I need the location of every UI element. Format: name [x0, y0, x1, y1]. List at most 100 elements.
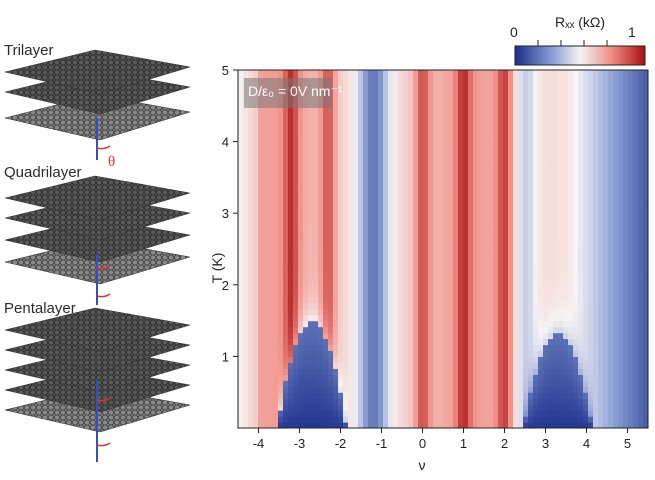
heatmap-cell [403, 314, 409, 322]
heatmap-cell [398, 422, 404, 428]
heatmap-cell [638, 207, 644, 214]
heatmap-cell [278, 249, 284, 256]
heatmap-cell [528, 416, 534, 423]
heatmap-cell [273, 129, 279, 137]
heatmap-cell [483, 344, 489, 352]
heatmap-cell [423, 195, 429, 202]
heatmap-cell [348, 404, 354, 411]
heatmap-cell [313, 249, 319, 256]
heatmap-cell [423, 249, 429, 256]
heatmap-cell [563, 254, 569, 262]
heatmap-cell [603, 123, 609, 131]
heatmap-cell [498, 177, 504, 184]
heatmap-cell [548, 243, 554, 250]
heatmap-cell [553, 237, 559, 244]
heatmap-cell [433, 171, 439, 178]
heatmap-cell [553, 195, 559, 202]
heatmap-cell [283, 201, 289, 208]
heatmap-cell [508, 87, 514, 95]
heatmap-cell [613, 422, 619, 428]
heatmap-cell [423, 201, 429, 208]
heatmap-cell [318, 326, 324, 334]
heatmap-cell [353, 153, 359, 161]
heatmap-cell [338, 326, 344, 334]
heatmap-cell [413, 165, 419, 173]
heatmap-cell [558, 123, 564, 131]
heatmap-cell [238, 320, 244, 328]
heatmap-cell [568, 254, 574, 262]
heatmap-cell [358, 380, 364, 387]
heatmap-cell [463, 70, 469, 77]
heatmap-cell [238, 266, 244, 274]
heatmap-cell [598, 249, 604, 256]
heatmap-cell [418, 165, 424, 173]
heatmap-cell [518, 398, 524, 405]
heatmap-cell [553, 374, 559, 381]
heatmap-cell [538, 296, 544, 304]
heatmap-cell [373, 320, 379, 328]
heatmap-cell [548, 332, 554, 340]
heatmap-cell [323, 70, 329, 77]
heatmap-cell [488, 123, 494, 131]
heatmap-cell [613, 123, 619, 131]
heatmap-cell [573, 416, 579, 423]
heatmap-cell [318, 380, 324, 387]
heatmap-cell [318, 141, 324, 149]
heatmap-cell [403, 129, 409, 137]
heatmap-cell [488, 410, 494, 417]
heatmap-cell [323, 195, 329, 202]
heatmap-cell [528, 302, 534, 310]
heatmap-cell [373, 75, 379, 83]
heatmap-cell [468, 416, 474, 423]
heatmap-cell [593, 123, 599, 131]
heatmap-cell [643, 308, 648, 316]
heatmap-cell [573, 189, 579, 196]
heatmap-cell [278, 350, 284, 357]
heatmap-cell [493, 302, 499, 310]
heatmap-cell [243, 165, 249, 173]
heatmap-cell [348, 135, 354, 143]
heatmap-cell [543, 332, 549, 340]
heatmap-cell [258, 314, 264, 322]
heatmap-cell [333, 404, 339, 411]
heatmap-cell [493, 99, 499, 107]
heatmap-cell [588, 159, 594, 167]
heatmap-cell [428, 159, 434, 167]
heatmap-cell [418, 219, 424, 226]
heatmap-cell [503, 99, 509, 107]
heatmap-cell [288, 201, 294, 208]
heatmap-cell [463, 374, 469, 381]
heatmap-cell [273, 266, 279, 274]
heatmap-cell [563, 326, 569, 334]
heatmap-cell [363, 243, 369, 250]
heatmap-cell [638, 404, 644, 411]
heatmap-cell [408, 213, 414, 220]
heatmap-cell [373, 201, 379, 208]
heatmap-cell [453, 320, 459, 328]
heatmap-cell [313, 362, 319, 369]
heatmap-cell [563, 308, 569, 316]
heatmap-cell [623, 254, 629, 262]
heatmap-cell [263, 338, 269, 346]
heatmap-cell [603, 141, 609, 149]
heatmap-cell [303, 183, 309, 190]
heatmap-cell [448, 87, 454, 95]
heatmap-cell [373, 81, 379, 89]
heatmap-cell [438, 219, 444, 226]
heatmap-cell [463, 368, 469, 375]
heatmap-cell [428, 266, 434, 274]
heatmap-cell [343, 254, 349, 262]
heatmap-cell [488, 302, 494, 310]
heatmap-cell [573, 225, 579, 232]
heatmap-cell [578, 302, 584, 310]
heatmap-cell [363, 189, 369, 196]
heatmap-cell [633, 123, 639, 131]
heatmap-cell [318, 231, 324, 238]
heatmap-cell [398, 147, 404, 155]
heatmap-cell [418, 87, 424, 95]
heatmap-cell [638, 338, 644, 346]
heatmap-cell [368, 99, 374, 107]
heatmap-cell [588, 314, 594, 322]
heatmap-cell [563, 165, 569, 173]
heatmap-cell [548, 266, 554, 274]
